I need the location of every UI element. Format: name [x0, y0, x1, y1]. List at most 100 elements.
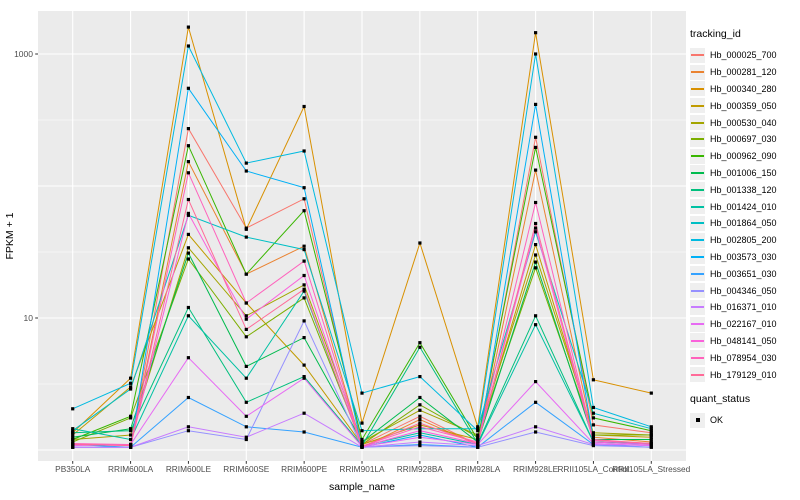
legend-key — [690, 81, 705, 97]
data-point — [649, 427, 653, 431]
data-point — [244, 301, 248, 305]
data-point — [418, 341, 422, 345]
data-point — [591, 431, 595, 435]
data-point — [244, 437, 248, 442]
x-tick-label: PB350LA — [55, 464, 91, 474]
legend-item: Hb_016371_010 — [690, 299, 800, 316]
quant-status-key — [690, 412, 705, 428]
data-point — [129, 433, 133, 437]
data-point — [418, 431, 422, 435]
legend-item-label: Hb_001006_150 — [710, 167, 777, 178]
data-point — [71, 427, 75, 431]
data-point — [302, 149, 306, 153]
legend-item-label: Hb_002805_200 — [710, 235, 777, 246]
data-point — [418, 444, 422, 448]
legend-line-swatch — [691, 87, 704, 90]
data-point — [418, 395, 422, 400]
data-point — [244, 435, 248, 439]
data-point — [649, 433, 653, 437]
data-point — [71, 431, 75, 435]
data-point — [476, 433, 480, 437]
data-point — [591, 437, 595, 442]
data-point — [71, 407, 75, 411]
data-point — [129, 381, 133, 385]
data-point — [534, 221, 538, 226]
data-point — [186, 160, 190, 164]
data-point — [418, 440, 422, 444]
data-point — [418, 408, 422, 412]
data-point — [244, 376, 248, 380]
legend-key — [690, 148, 705, 164]
data-point — [71, 429, 75, 433]
data-point — [244, 169, 248, 173]
x-tick-label: RRII105LA_Stressed — [612, 464, 690, 474]
data-point — [302, 209, 306, 213]
data-point — [186, 86, 190, 90]
legend-key — [690, 64, 705, 80]
legend-line-swatch — [691, 138, 704, 141]
data-point — [360, 445, 364, 449]
legend-item: Hb_000025_700 — [690, 47, 800, 64]
data-point — [360, 440, 364, 444]
legend-line-swatch — [691, 272, 704, 275]
legend-title-quant: quant_status — [690, 392, 751, 405]
legend-line-swatch — [691, 323, 704, 326]
legend-item: Hb_001338_120 — [690, 181, 800, 198]
data-point — [302, 104, 306, 109]
data-point — [186, 425, 190, 429]
data-point — [302, 197, 306, 201]
legend-line-swatch — [691, 255, 704, 258]
legend-line-swatch — [691, 289, 704, 292]
data-point — [302, 287, 306, 291]
data-point — [186, 211, 190, 215]
x-tick-label: RRIM600LE — [166, 464, 212, 474]
legend-item-label: Hb_000025_700 — [710, 50, 777, 61]
data-point — [302, 186, 306, 190]
data-point — [649, 425, 653, 429]
x-tick-label: RRIM600LA — [108, 464, 154, 474]
data-point — [129, 376, 133, 380]
legend-key — [690, 367, 705, 383]
data-point — [302, 259, 306, 263]
legend-line-swatch — [691, 171, 704, 174]
legend-key — [690, 350, 705, 366]
legend-item-label: Hb_078954_030 — [710, 352, 777, 363]
legend-key — [690, 283, 705, 299]
x-axis-title: sample_name — [329, 481, 395, 493]
data-point — [534, 226, 538, 230]
y-axis-title: FPKM + 1 — [4, 212, 16, 259]
data-point — [302, 430, 306, 434]
legend-key — [690, 333, 705, 349]
data-point — [302, 319, 306, 323]
data-point — [534, 243, 538, 247]
x-tick-label: RRIM901LA — [339, 464, 385, 474]
data-point — [476, 427, 480, 431]
legend-item: Hb_004346_050 — [690, 282, 800, 299]
data-point — [244, 227, 248, 231]
data-point — [534, 253, 538, 257]
legend-line-swatch — [691, 222, 704, 225]
legend-item: Hb_000962_090 — [690, 148, 800, 165]
legend-item: Hb_000359_050 — [690, 97, 800, 114]
data-point — [129, 437, 133, 442]
data-point — [418, 429, 422, 433]
legend-item-label: Hb_001864_050 — [710, 218, 777, 229]
y-tick-label: 1000 — [14, 49, 33, 59]
data-point — [186, 213, 190, 217]
legend-key — [690, 266, 705, 282]
quant-status-item: OK — [690, 412, 800, 429]
data-point — [534, 430, 538, 434]
data-point — [418, 427, 422, 431]
legend-key — [690, 98, 705, 114]
data-point — [591, 423, 595, 427]
data-point — [186, 171, 190, 175]
data-point — [302, 273, 306, 278]
data-point — [360, 437, 364, 442]
legend-key — [690, 215, 705, 231]
legend-item-label: Hb_004346_050 — [710, 285, 777, 296]
data-point — [418, 435, 422, 439]
data-point — [534, 200, 538, 205]
legend-line-swatch — [691, 71, 704, 74]
data-point — [71, 437, 75, 442]
